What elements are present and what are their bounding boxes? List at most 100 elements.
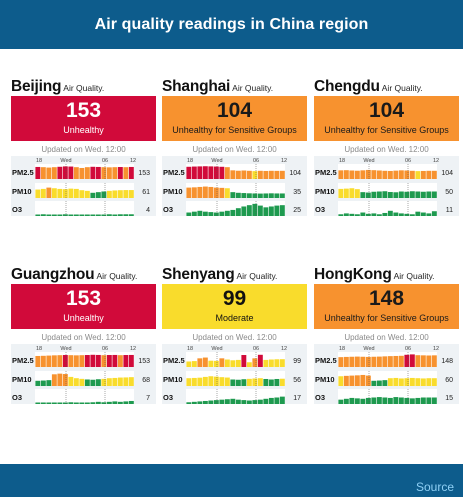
history-bar [62,189,68,198]
updated-time: Updated on Wed. 12:00 [41,145,126,154]
card-title: HongKong Air Quality. [314,266,435,284]
pollutant-value: 7 [146,395,150,402]
history-bar [51,167,57,179]
history-bar [343,213,349,216]
history-bar [84,167,90,179]
history-bar [224,188,230,198]
history-bar [415,397,421,404]
page-header: Air quality readings in China region [0,0,463,49]
history-bar [95,192,101,198]
air-quality-label: Air Quality. [236,271,278,281]
history-bar [343,356,349,367]
history-bar [235,170,241,179]
card-title: Shanghai Air Quality. [162,78,273,96]
pollutant-label: O3 [315,205,325,214]
history-bar [257,354,263,367]
history-bar [230,379,236,386]
aqi-status: Unhealthy [63,125,104,135]
history-bar [191,187,197,198]
history-bar [90,402,96,404]
history-bar [112,354,118,367]
pollutant-value: 148 [441,358,453,365]
history-bar [274,170,280,179]
history-bar [128,166,134,179]
history-bar [371,191,377,198]
time-tick-label: 12 [281,346,287,352]
history-bar [360,374,366,386]
history-bar [84,402,90,404]
history-bar [338,357,344,367]
pollutant-history: 18 Wed 06 12 PM2.5 153 PM10 68 O3 7 [11,344,156,404]
aqi-badge: 153 Unhealthy [11,96,156,141]
time-tick-label: Wed [211,346,222,352]
history-bar [246,193,252,198]
history-bar [101,191,107,198]
history-bar [68,376,74,386]
history-bar [415,378,421,386]
history-bar [409,354,415,367]
history-bar [202,400,208,404]
history-bar [106,401,112,404]
history-bar [230,170,236,179]
history-bar [191,361,197,367]
history-bar [208,212,214,216]
time-tick-label: Wed [363,346,374,352]
history-bar [35,214,41,216]
history-bar [35,402,41,404]
history-bar [404,213,410,216]
history-bar [40,214,46,216]
history-bar [252,400,258,404]
history-bar [35,355,41,367]
history-bar [186,166,192,179]
city-name: Beijing [11,78,62,95]
pollutant-value: 50 [445,189,453,196]
history-bar [365,213,371,216]
history-bar [268,397,274,404]
history-bar [73,378,79,386]
history-bar [257,193,263,198]
history-bar [235,399,241,404]
history-bar [46,187,52,198]
history-bar [387,397,393,404]
history-bar [202,357,208,367]
history-bar [235,192,241,198]
history-bar [123,377,129,386]
pollutant-value: 35 [293,189,301,196]
history-bar [360,170,366,179]
history-row-bg [35,389,134,404]
history-bar [365,397,371,404]
city-name: Shanghai [162,78,231,95]
updated-time: Updated on Wed. 12:00 [344,145,429,154]
history-bar [46,214,52,216]
history-bar [197,210,203,216]
history-bar [274,378,280,386]
source-link[interactable]: Source [415,480,454,494]
history-bar [40,167,46,179]
history-bar [35,380,41,386]
history-bar [354,170,360,179]
pollutant-label: O3 [163,393,173,402]
pollutant-label: O3 [12,205,22,214]
history-bar [404,354,410,367]
history-bar [431,378,437,386]
time-tick-label: Wed [60,346,71,352]
history-bar [57,214,63,216]
history-bar [112,401,118,404]
history-bar [35,189,41,198]
history-bar [51,402,57,404]
aqi-status: Unhealthy for Sensitive Groups [324,313,449,323]
history-bar [376,356,382,367]
history-bar [431,191,437,198]
card-title: Beijing Air Quality. [11,78,104,96]
history-bar [365,356,371,367]
history-bar [101,355,107,367]
city-card-shanghai: Shanghai Air Quality. 104 Unhealthy for Sen… [162,74,307,226]
history-bar [68,166,74,179]
history-bar [57,402,63,404]
pollutant-label: PM10 [315,187,335,196]
history-bar [420,170,426,179]
history-bar [420,355,426,367]
aqi-value: 148 [368,287,405,310]
history-bar [191,401,197,404]
history-bar [197,186,203,198]
